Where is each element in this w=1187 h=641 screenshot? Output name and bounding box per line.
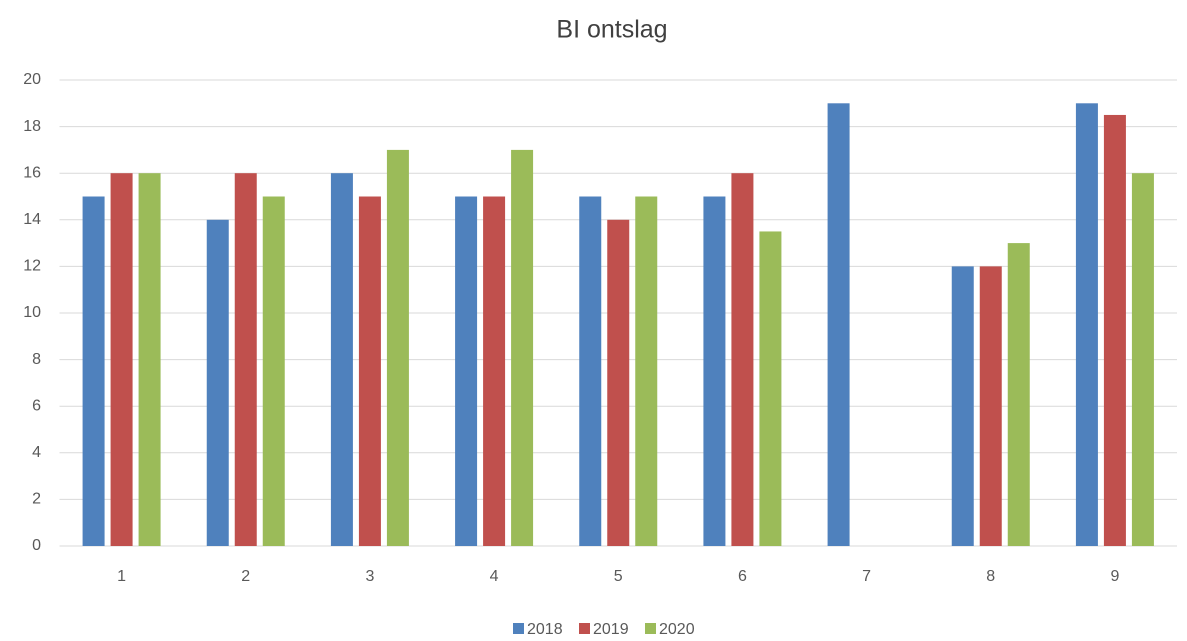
bar xyxy=(731,173,754,546)
legend-swatch xyxy=(645,623,656,634)
bar xyxy=(206,219,229,547)
bar xyxy=(1131,173,1154,546)
bar xyxy=(138,173,161,546)
bar xyxy=(951,266,974,546)
bar xyxy=(110,173,133,546)
bar xyxy=(607,219,630,547)
bar xyxy=(511,149,534,546)
y-tick-label: 6 xyxy=(32,397,41,414)
x-tick-label: 3 xyxy=(365,568,374,585)
x-tick-label: 4 xyxy=(490,568,499,585)
legend-label: 2020 xyxy=(659,621,695,638)
y-tick-label: 10 xyxy=(23,304,41,321)
y-tick-label: 18 xyxy=(23,118,41,135)
y-tick-label: 14 xyxy=(23,211,41,228)
bar xyxy=(386,149,409,546)
y-tick-label: 0 xyxy=(32,537,41,554)
x-tick-label: 2 xyxy=(241,568,250,585)
bar xyxy=(979,266,1002,546)
bar xyxy=(358,196,381,546)
y-tick-label: 12 xyxy=(23,258,41,275)
bar xyxy=(703,196,726,546)
x-tick-label: 1 xyxy=(117,568,126,585)
y-tick-label: 2 xyxy=(32,491,41,508)
bar xyxy=(483,196,506,546)
bar xyxy=(579,196,602,546)
y-tick-label: 4 xyxy=(32,444,41,461)
legend-label: 2018 xyxy=(527,621,563,638)
x-tick-label: 5 xyxy=(614,568,623,585)
bar xyxy=(234,173,257,546)
bar xyxy=(82,196,105,546)
legend-label: 2019 xyxy=(593,621,629,638)
bar xyxy=(1075,103,1098,547)
bar xyxy=(1103,114,1126,546)
bar xyxy=(827,103,850,547)
legend-swatch xyxy=(579,623,590,634)
chart-title: BI ontslag xyxy=(556,16,667,44)
x-tick-label: 7 xyxy=(862,568,871,585)
x-tick-label: 9 xyxy=(1110,568,1119,585)
y-tick-label: 20 xyxy=(23,71,41,88)
bar xyxy=(455,196,478,546)
x-tick-label: 6 xyxy=(738,568,747,585)
y-tick-label: 16 xyxy=(23,164,41,181)
bar xyxy=(759,231,782,546)
legend-swatch xyxy=(513,623,524,634)
x-tick-label: 8 xyxy=(986,568,995,585)
y-tick-label: 8 xyxy=(32,351,41,368)
bar xyxy=(330,173,353,546)
bar xyxy=(1007,243,1030,546)
bar xyxy=(635,196,658,546)
bar xyxy=(262,196,285,546)
